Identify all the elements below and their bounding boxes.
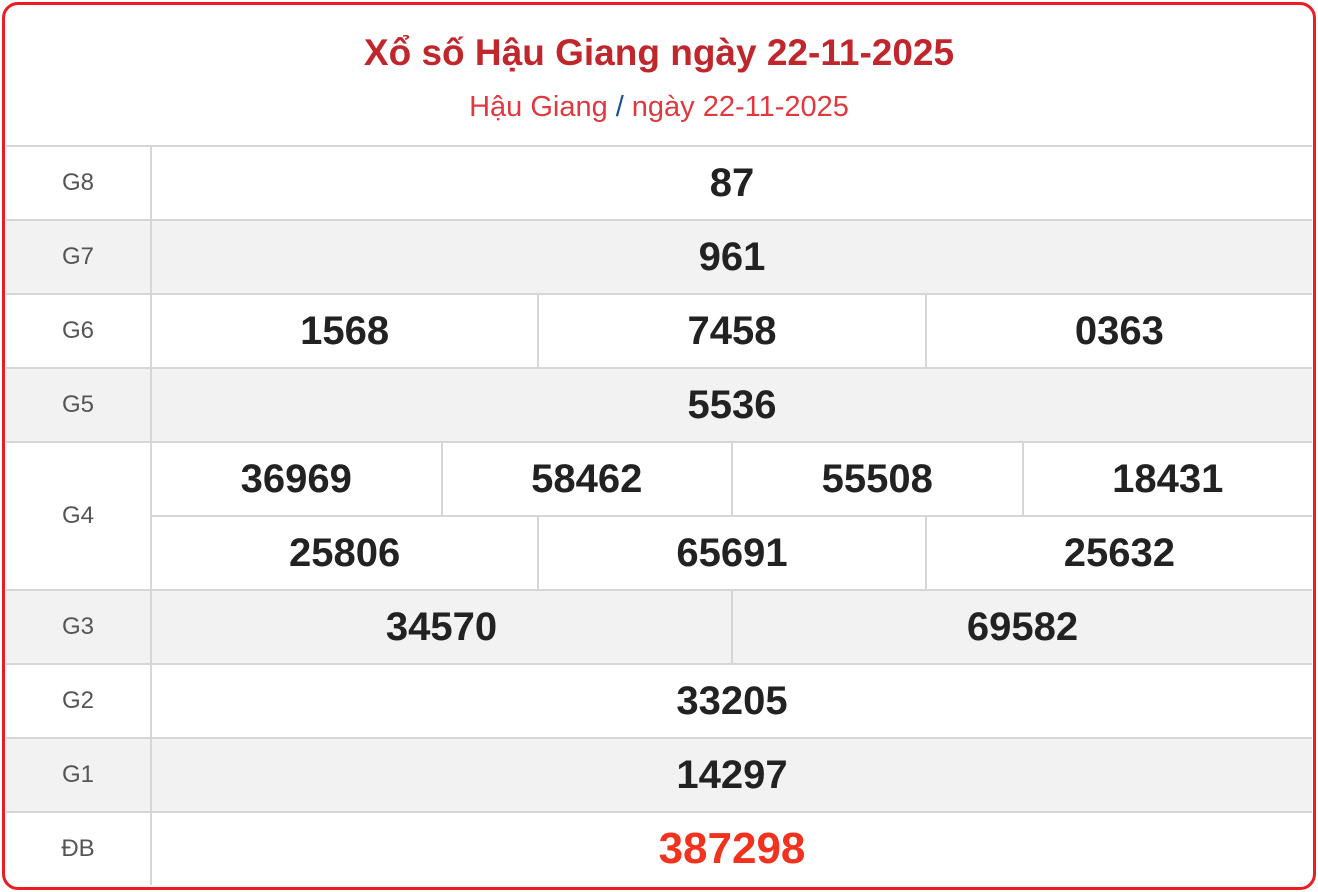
prize-number: 55508 [731, 443, 1022, 515]
prize-label: G5 [6, 369, 152, 441]
prize-row-g3: G3 34570 69582 [6, 589, 1312, 663]
prize-number: 58462 [440, 443, 732, 515]
prize-label: G7 [6, 221, 152, 293]
header: Xổ số Hậu Giang ngày 22-11-2025 Hậu Gian… [5, 5, 1313, 145]
prize-row-đb: ĐB 387298 [6, 811, 1312, 885]
prize-row-g1: G1 14297 [6, 737, 1312, 811]
prize-label: G8 [6, 147, 152, 219]
prize-number: 7458 [537, 295, 924, 367]
special-prize-number: 387298 [658, 824, 806, 873]
prize-row-g5: G5 5536 [6, 367, 1312, 441]
breadcrumb-province-link[interactable]: Hậu Giang [469, 91, 608, 123]
prize-number: 33205 [676, 678, 788, 723]
prize-row-g8: G8 87 [6, 145, 1312, 219]
prize-label: G3 [6, 591, 152, 663]
prize-number: 65691 [537, 517, 924, 589]
prize-number: 25806 [289, 530, 401, 575]
page-title: Xổ số Hậu Giang ngày 22-11-2025 [363, 32, 955, 73]
prize-row-g2: G2 33205 [6, 663, 1312, 737]
prize-row-g7: G7 961 [6, 219, 1312, 293]
prize-label: ĐB [6, 813, 152, 885]
prize-number: 0363 [924, 295, 1312, 367]
prize-number: 1568 [300, 308, 390, 353]
prize-label: G6 [6, 295, 152, 367]
prize-number: 69582 [731, 591, 1312, 663]
prize-number: 961 [698, 234, 766, 279]
prize-label: G1 [6, 739, 152, 811]
prize-label: G2 [6, 665, 152, 737]
prize-number: 14297 [676, 752, 788, 797]
prize-number: 87 [709, 160, 755, 205]
prize-number: 34570 [385, 604, 498, 649]
prize-row-g6: G6 1568 7458 0363 [6, 293, 1312, 367]
breadcrumb: Hậu Giang / ngày 22-11-2025 [5, 89, 1313, 125]
prize-number: 5536 [687, 382, 777, 427]
prize-number: 36969 [240, 456, 352, 501]
breadcrumb-date-link[interactable]: ngày 22-11-2025 [631, 91, 849, 123]
prize-number: 18431 [1021, 443, 1313, 515]
prize-label: G4 [6, 443, 152, 589]
breadcrumb-separator: / [615, 91, 624, 123]
prize-number: 25632 [924, 517, 1312, 589]
results-table: G8 87 G7 961 G6 1568 7458 0363 G5 5536 G4 36969 5846… [6, 145, 1312, 885]
prize-row-g4: G4 36969 58462 55508 18431 25806 65691 25632 [6, 441, 1312, 589]
